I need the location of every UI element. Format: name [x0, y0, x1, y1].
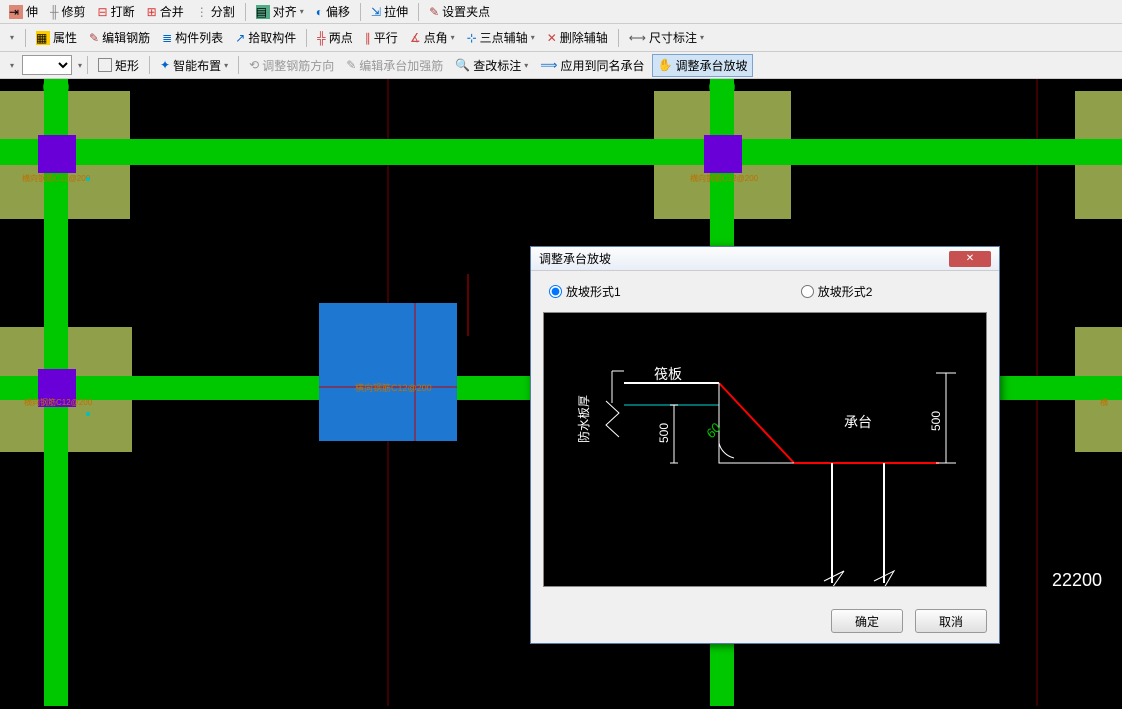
close-icon[interactable]: ✕: [949, 251, 991, 267]
parallel-button[interactable]: ∥平行: [360, 27, 403, 48]
trim-button[interactable]: ╫修剪: [45, 1, 91, 22]
viewnote-button[interactable]: 🔍查改标注▾: [450, 55, 533, 76]
pointangle-button[interactable]: ∡点角▾: [405, 27, 460, 48]
offset-button[interactable]: ◐偏移: [311, 1, 355, 22]
svg-text:横: 横: [1100, 397, 1108, 407]
svg-text:横向钢筋C12@200: 横向钢筋C12@200: [24, 397, 93, 407]
extend-button[interactable]: ⇲拉伸: [366, 1, 413, 22]
merge-button[interactable]: ⊞合并: [142, 1, 189, 22]
adjustslope-button[interactable]: ✋调整承台放坡: [652, 54, 754, 77]
threeaux-button[interactable]: ⊹三点辅轴▾: [462, 27, 540, 48]
align-icon: ▤: [256, 5, 270, 19]
dialog-title-text: 调整承台放坡: [539, 250, 611, 267]
property-button[interactable]: ▦属性: [31, 27, 82, 48]
dialog-titlebar[interactable]: 调整承台放坡 ✕: [531, 247, 999, 271]
slope-option-1[interactable]: 放坡形式1: [549, 283, 621, 300]
stretch-button[interactable]: ⇥伸: [4, 1, 43, 22]
memberlist-button[interactable]: ≣构件列表: [157, 27, 228, 48]
adjust-slope-dialog: 调整承台放坡 ✕ 放坡形式1 放坡形式2: [530, 246, 1000, 644]
rect-icon: [98, 58, 112, 72]
type-combo[interactable]: [22, 55, 72, 75]
dimension-label: 22200: [1052, 570, 1102, 591]
svg-text:防水板厚: 防水板厚: [576, 395, 591, 443]
svg-text:60: 60: [703, 420, 724, 441]
slope-option-2[interactable]: 放坡形式2: [801, 283, 873, 300]
svg-text:500: 500: [657, 423, 671, 443]
editstrength-button[interactable]: ✎编辑承台加强筋: [341, 55, 448, 76]
break-button[interactable]: ⊟打断: [93, 1, 140, 22]
stretch-icon: ⇥: [9, 5, 23, 19]
adjustrebar-button[interactable]: ⟲调整钢筋方向: [244, 55, 339, 76]
svg-text:横向钢筋C12@200: 横向钢筋C12@200: [355, 382, 432, 393]
rect-button[interactable]: 矩形: [93, 55, 144, 76]
ok-button[interactable]: 确定: [831, 609, 903, 633]
pickmember-button[interactable]: ↗拾取构件: [230, 27, 301, 48]
svg-text:500: 500: [929, 411, 943, 431]
svg-text:筏板: 筏板: [654, 366, 682, 382]
svg-text:横向钢筋C12@200: 横向钢筋C12@200: [690, 173, 759, 183]
applyto-button[interactable]: ⟹应用到同名承台: [535, 55, 649, 76]
svg-text:横向钢筋C12@200: 横向钢筋C12@200: [22, 173, 91, 183]
toolbar-row-3: ▾ ▾ 矩形 ✦智能布置▾ ⟲调整钢筋方向 ✎编辑承台加强筋 🔍查改标注▾ ⟹应…: [0, 52, 1122, 79]
radio-2[interactable]: [801, 285, 814, 298]
align-button[interactable]: ▤对齐▾: [251, 1, 309, 22]
delaux-button[interactable]: ✕删除辅轴: [542, 27, 613, 48]
slope-diagram: 500 防水板厚 60 筏板 承台 500: [543, 312, 987, 587]
editrebar-button[interactable]: ✎编辑钢筋: [84, 27, 155, 48]
smartlayout-button[interactable]: ✦智能布置▾: [155, 55, 233, 76]
toolbar-row-1: ⇥伸 ╫修剪 ⊟打断 ⊞合并 ⋮分割 ▤对齐▾ ◐偏移 ⇲拉伸 ✎设置夹点: [0, 0, 1122, 24]
svg-text:承台: 承台: [844, 414, 872, 430]
dimnote-button[interactable]: ⟷尺寸标注▾: [624, 27, 709, 48]
split-button[interactable]: ⋮分割: [191, 1, 240, 22]
cancel-button[interactable]: 取消: [915, 609, 987, 633]
property-icon: ▦: [36, 31, 50, 45]
setgrip-button[interactable]: ✎设置夹点: [424, 1, 495, 22]
toolbar-row-2: ▾ ▦属性 ✎编辑钢筋 ≣构件列表 ↗拾取构件 ╬两点 ∥平行 ∡点角▾ ⊹三点…: [0, 24, 1122, 52]
twopoint-button[interactable]: ╬两点: [312, 27, 358, 48]
radio-1[interactable]: [549, 285, 562, 298]
